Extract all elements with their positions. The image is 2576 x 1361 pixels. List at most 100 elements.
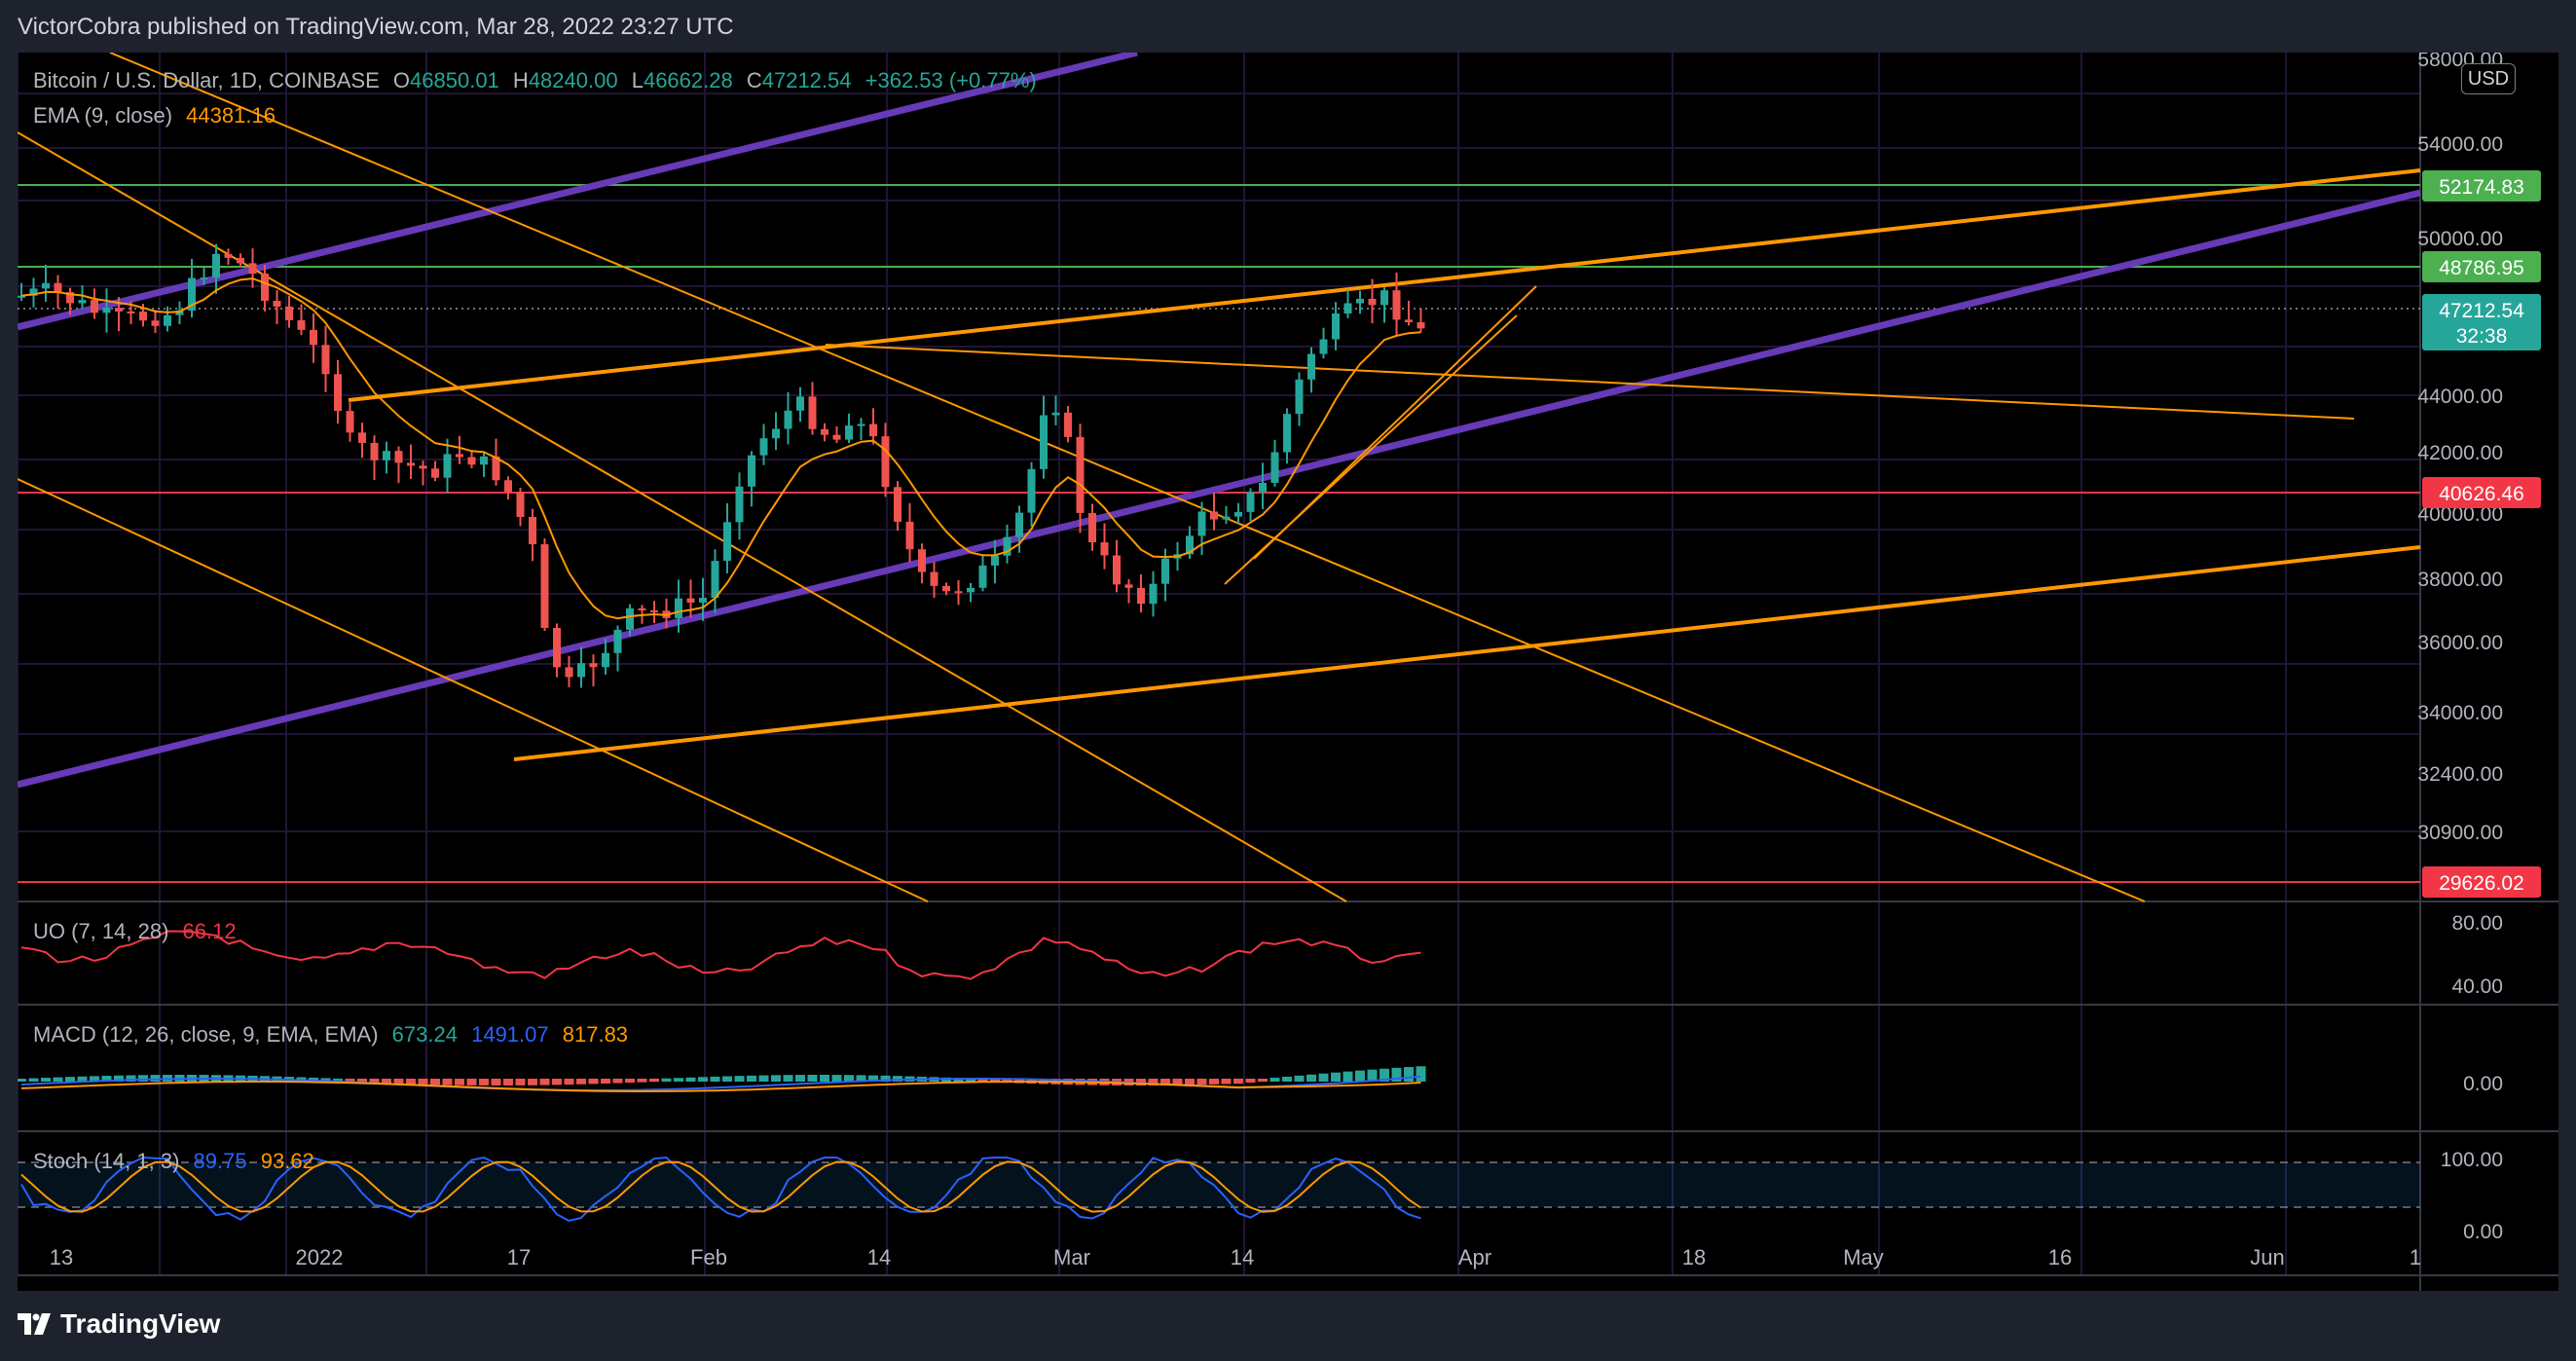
close-value: 47212.54 — [761, 68, 852, 92]
candle-body — [845, 425, 853, 440]
macd-bar — [53, 1077, 63, 1082]
ema-line — [20, 277, 1421, 620]
indicator-axis-label: 80.00 — [2451, 912, 2503, 935]
candle-body — [443, 454, 452, 478]
macd-bar — [101, 1076, 112, 1082]
time-axis-label: 2022 — [296, 1245, 344, 1269]
candle-body — [1270, 452, 1279, 483]
macd-bar — [588, 1079, 599, 1085]
candle-body — [1343, 303, 1352, 314]
symbol-legend[interactable]: Bitcoin / U.S. Dollar, 1D, COINBASE O468… — [33, 68, 1037, 93]
ema-legend[interactable]: EMA (9, close) 44381.16 — [33, 103, 276, 129]
high-label: H — [512, 68, 529, 92]
uo-legend[interactable]: UO (7, 14, 28) 66.12 — [33, 919, 237, 944]
macd-bar — [77, 1076, 88, 1082]
stoch-legend[interactable]: Stoch (14, 1, 3) 89.75 93.62 — [33, 1149, 314, 1174]
candle-body — [540, 544, 549, 629]
candle-body — [419, 465, 427, 469]
candle-body — [504, 480, 512, 493]
currency-button[interactable]: USD — [2461, 63, 2516, 94]
candle-body — [127, 311, 135, 313]
macd-bar — [612, 1079, 623, 1084]
candle-body — [954, 591, 963, 594]
tradingview-logo[interactable]: TradingView — [18, 1308, 220, 1340]
time-axis-label: 14 — [1231, 1245, 1254, 1269]
candle-body — [553, 628, 561, 668]
candle-body — [650, 610, 658, 613]
chart-area[interactable]: 58000.00 54000.00 50000.00 44000.00 42000.00… — [18, 53, 2558, 1291]
candle-body — [1161, 558, 1169, 584]
macd-signal-line — [20, 1081, 1421, 1092]
price-axis-label: 40000.00 — [2417, 503, 2503, 526]
macd-bar — [418, 1079, 428, 1085]
macd-bar — [880, 1075, 891, 1082]
price-axis[interactable]: 58000.0054000.0050000.0044000.0042000.00… — [2417, 53, 2503, 1243]
candle-body — [638, 607, 646, 611]
candle-body — [346, 411, 354, 433]
macd-legend[interactable]: MACD (12, 26, close, 9, EMA, EMA) 673.24… — [33, 1022, 628, 1048]
candle-body — [529, 516, 536, 545]
candle-body — [1222, 516, 1231, 520]
candle-body — [310, 329, 317, 346]
countdown-text: 32:38 — [2456, 325, 2508, 348]
macd-bar — [649, 1079, 659, 1083]
candle-body — [942, 585, 950, 592]
candle-body — [297, 319, 306, 330]
macd-bar — [820, 1075, 829, 1082]
candle-body — [589, 663, 598, 668]
candle-body — [78, 300, 87, 304]
candle-body — [102, 308, 111, 313]
candle-body — [1332, 313, 1340, 340]
candle-body — [1380, 290, 1388, 306]
macd-bar — [65, 1077, 75, 1082]
candle-body — [1003, 536, 1012, 556]
macd-value-2: 1491.07 — [471, 1022, 549, 1047]
macd-bar — [977, 1079, 988, 1083]
stoch-band — [18, 1162, 2420, 1207]
candle-body — [261, 274, 269, 302]
candle-body — [431, 468, 439, 478]
time-axis-label: Jun — [2250, 1245, 2284, 1269]
candle-body — [711, 561, 719, 599]
horizontal-levels[interactable] — [18, 184, 2420, 883]
candle-body — [1051, 412, 1060, 416]
price-axis-label: 30900.00 — [2417, 822, 2503, 844]
tradingview-logo-icon — [18, 1313, 51, 1335]
wedge-lower — [1224, 314, 1518, 585]
candle-body — [1137, 587, 1145, 605]
macd-bar — [552, 1079, 562, 1085]
candle-body — [212, 253, 220, 278]
macd-bar — [150, 1075, 161, 1082]
macd-bar — [990, 1079, 1000, 1083]
macd-bar — [90, 1076, 99, 1082]
candle-body — [1210, 511, 1218, 520]
candle-body — [467, 457, 476, 465]
macd-bar — [966, 1078, 975, 1082]
candle-body — [407, 462, 415, 466]
candle-body — [321, 345, 330, 375]
candle-body — [1040, 415, 1048, 469]
candle-body — [759, 438, 768, 456]
macd-bar — [1209, 1079, 1219, 1085]
candles[interactable] — [18, 243, 1425, 688]
macd-bar — [758, 1075, 769, 1082]
macd-bar — [333, 1078, 343, 1082]
price-badge-text: 48786.95 — [2439, 257, 2524, 279]
time-axis[interactable]: 13 2022 17 Feb 14 Mar 14 Apr 18 May 16 Jun 1 — [50, 1245, 2421, 1269]
macd-bar — [345, 1079, 355, 1083]
candle-body — [1124, 584, 1133, 588]
macd-bar — [844, 1075, 854, 1082]
orange-channel-upper — [348, 168, 2421, 402]
candle-body — [66, 292, 74, 304]
chart-canvas[interactable]: 58000.0054000.0050000.0044000.0042000.00… — [18, 53, 2558, 1291]
candle-body — [1076, 436, 1085, 513]
macd-bar — [1245, 1079, 1256, 1084]
indicator-axis-label: 0.00 — [2463, 1073, 2503, 1095]
trendlines[interactable] — [18, 53, 2421, 902]
candle-body — [370, 442, 379, 460]
price-axis-label: 44000.00 — [2417, 386, 2503, 408]
macd-bar — [637, 1079, 647, 1083]
macd-bar — [601, 1079, 610, 1084]
macd-bar — [528, 1079, 537, 1085]
stoch-d-value: 93.62 — [260, 1149, 314, 1173]
